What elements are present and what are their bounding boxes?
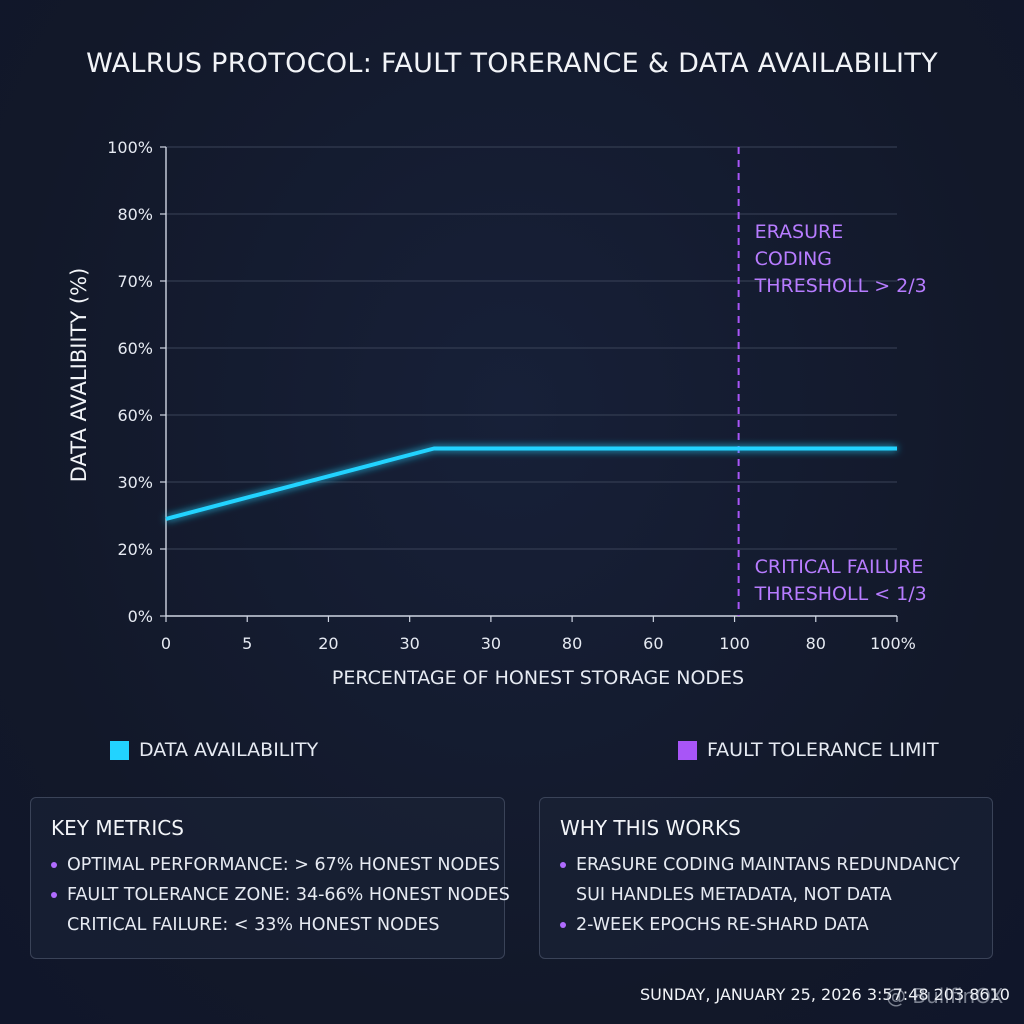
legend-label: DATA AVAILABILITY bbox=[139, 739, 319, 761]
legend-label: FAULT TOLERANCE LIMIT bbox=[707, 739, 939, 761]
annotation-line: THRESHOLL < 1/3 bbox=[754, 583, 927, 605]
list-item: 2-WEEK EPOCHS RE-SHARD DATA bbox=[560, 910, 974, 940]
key-metrics-panel: KEY METRICS OPTIMAL PERFORMANCE: > 67% H… bbox=[30, 797, 510, 959]
list-item: FAULT TOLERANCE ZONE: 34-66% HONEST NODE… bbox=[51, 880, 510, 910]
legend-swatch-purple bbox=[678, 740, 697, 760]
x-tick-label: 80 bbox=[806, 634, 826, 653]
x-tick-label: 60 bbox=[643, 634, 663, 653]
x-tick-label: 30 bbox=[399, 634, 419, 653]
threshold-annotation: CRITICAL FAILURE THRESHOLL < 1/3 bbox=[754, 556, 927, 605]
x-tick-label: 5 bbox=[242, 634, 252, 653]
y-tick-label: 30% bbox=[117, 473, 153, 492]
x-tick-label: 20 bbox=[318, 634, 338, 653]
y-tick-label: 20% bbox=[117, 540, 153, 559]
legend-swatch-cyan bbox=[110, 740, 129, 760]
x-tick-label: 30 bbox=[481, 634, 501, 653]
footer-date: SUNDAY, JANUARY 25, 2026 3:57:48 203 861… bbox=[640, 985, 1010, 1004]
watermark: @ BullfinOX bbox=[886, 984, 1004, 1008]
y-tick-label: 80% bbox=[117, 205, 153, 224]
list-item: OPTIMAL PERFORMANCE: > 67% HONEST NODES bbox=[51, 850, 500, 880]
annotation-line: ERASURE bbox=[755, 221, 844, 243]
x-axis-label: PERCENTAGE OF HONEST STORAGE NODES bbox=[332, 667, 744, 689]
threshold-annotation: ERASURE CODING THRESHOLL > 2/3 bbox=[754, 221, 927, 297]
x-tick-label: 100% bbox=[870, 634, 916, 653]
why-this-works-heading: WHY THIS WORKS bbox=[560, 816, 741, 840]
legend-data-availability: DATA AVAILABILITY bbox=[110, 737, 318, 763]
why-this-works-panel: WHY THIS WORKS ERASURE CODING MAINTANS R… bbox=[539, 797, 993, 959]
why-this-works-list: ERASURE CODING MAINTANS REDUNDANCY SUI H… bbox=[560, 850, 974, 940]
key-metrics-list: OPTIMAL PERFORMANCE: > 67% HONEST NODES … bbox=[51, 850, 510, 940]
y-tick-label: 60% bbox=[117, 339, 153, 358]
y-tick-label: 100% bbox=[107, 138, 153, 157]
list-item: ERASURE CODING MAINTANS REDUNDANCY bbox=[560, 850, 974, 880]
x-tick-label: 100 bbox=[719, 634, 750, 653]
y-tick-label: 70% bbox=[117, 272, 153, 291]
line-chart: 0% 20% 30% 60% 60% 70% 80% 100% 0 5 20 30 30 80 60 100 8… bbox=[67, 138, 927, 689]
key-metrics-heading: KEY METRICS bbox=[51, 816, 184, 840]
chart-title: WALRUS PROTOCOL: FAULT TORERANCE & DATA … bbox=[86, 48, 938, 79]
annotation-line: CRITICAL FAILURE bbox=[755, 556, 924, 578]
annotation-line: THRESHOLL > 2/3 bbox=[754, 275, 927, 297]
y-tick-label: 0% bbox=[128, 607, 153, 626]
y-tick-label: 60% bbox=[117, 406, 153, 425]
x-tick-label: 0 bbox=[161, 634, 171, 653]
x-tick-label: 80 bbox=[562, 634, 582, 653]
list-item: SUI HANDLES METADATA, NOT DATA bbox=[576, 885, 892, 905]
annotation-line: CODING bbox=[755, 248, 832, 270]
list-item: CRITICAL FAILURE: < 33% HONEST NODES bbox=[67, 915, 440, 935]
series-line bbox=[165, 446, 897, 521]
legend-fault-tolerance-limit: FAULT TOLERANCE LIMIT bbox=[678, 737, 939, 763]
y-axis-label: DATA AVALIBIITY (%) bbox=[67, 268, 91, 483]
